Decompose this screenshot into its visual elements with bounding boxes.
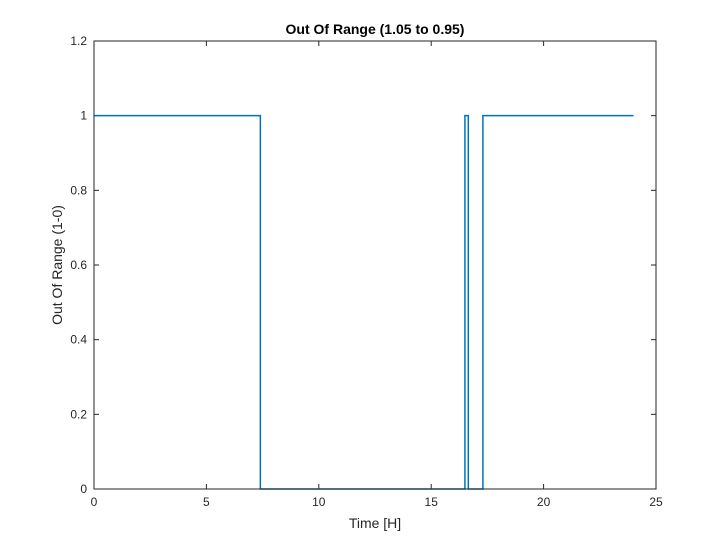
y-tick-label: 1.2 bbox=[70, 34, 87, 48]
x-axis-label: Time [H] bbox=[349, 515, 401, 531]
x-tick-label: 25 bbox=[649, 495, 663, 509]
series-layer bbox=[94, 114, 634, 490]
plot-area bbox=[94, 41, 656, 489]
y-tick-label: 0 bbox=[80, 482, 87, 496]
chart-title: Out Of Range (1.05 to 0.95) bbox=[286, 21, 465, 37]
y-tick-label: 0.4 bbox=[70, 333, 87, 347]
x-tick-label: 10 bbox=[312, 495, 326, 509]
x-tick-label: 15 bbox=[425, 495, 439, 509]
x-tick-label: 0 bbox=[91, 495, 98, 509]
y-tick-label: 1 bbox=[80, 109, 87, 123]
axes-box bbox=[93, 40, 657, 490]
x-tick-label: 20 bbox=[537, 495, 551, 509]
y-tick-label: 0.2 bbox=[70, 407, 87, 421]
x-tick-label: 5 bbox=[203, 495, 210, 509]
y-tick-label: 0.8 bbox=[70, 183, 87, 197]
y-axis-label: Out Of Range (1-0) bbox=[49, 205, 65, 325]
y-tick-label: 0.6 bbox=[70, 258, 87, 272]
tick-labels: 0 5 10 15 20 25 0 0.2 0.4 0.6 0.8 1 1.2 bbox=[70, 34, 663, 509]
series-line bbox=[94, 114, 634, 490]
